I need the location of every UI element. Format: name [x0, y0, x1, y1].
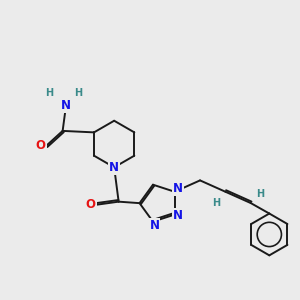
Text: O: O: [85, 198, 96, 211]
Text: O: O: [36, 139, 46, 152]
Text: N: N: [172, 209, 183, 222]
Text: H: H: [256, 188, 264, 199]
Text: N: N: [172, 182, 183, 195]
Text: N: N: [109, 161, 119, 174]
Text: H: H: [45, 88, 53, 98]
Text: H: H: [74, 88, 82, 98]
Text: N: N: [149, 219, 160, 232]
Text: N: N: [61, 99, 70, 112]
Text: H: H: [212, 198, 220, 208]
